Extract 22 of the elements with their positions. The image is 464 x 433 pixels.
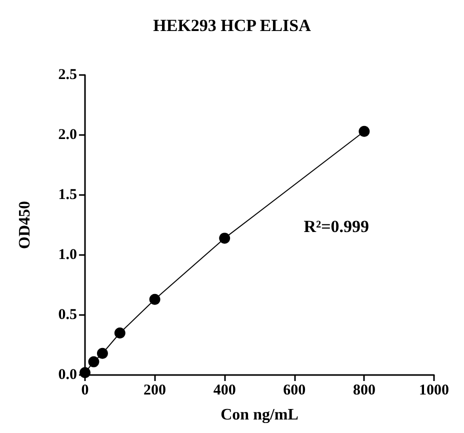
point <box>149 294 160 305</box>
y-axis-title: OD450 <box>16 201 34 249</box>
x-tick-label: 600 <box>283 382 306 398</box>
y-tick-label: 1.5 <box>58 187 77 203</box>
x-tick-label: 800 <box>352 382 376 398</box>
point <box>96 348 108 359</box>
y-tick-label: 2.0 <box>58 127 77 143</box>
annotation: R²=0.999 <box>304 217 369 236</box>
point <box>358 126 370 137</box>
x-tick-label: 0 <box>81 382 89 398</box>
point <box>114 328 126 338</box>
x-axis-title: Con ng/mL <box>220 406 298 424</box>
x-tick-label: 1000 <box>419 382 449 398</box>
x-tick-label: 400 <box>213 382 236 398</box>
point <box>219 232 230 244</box>
x-tick-label: 200 <box>144 382 166 398</box>
y-tick-label: 0.0 <box>58 367 77 383</box>
point <box>88 356 100 368</box>
chart-title: HEK293 HCP ELISA <box>153 16 312 35</box>
y-tick-label: 1.0 <box>58 247 77 263</box>
y-tick-label: 0.5 <box>58 307 77 323</box>
y-tick-label: 2.5 <box>58 67 77 83</box>
